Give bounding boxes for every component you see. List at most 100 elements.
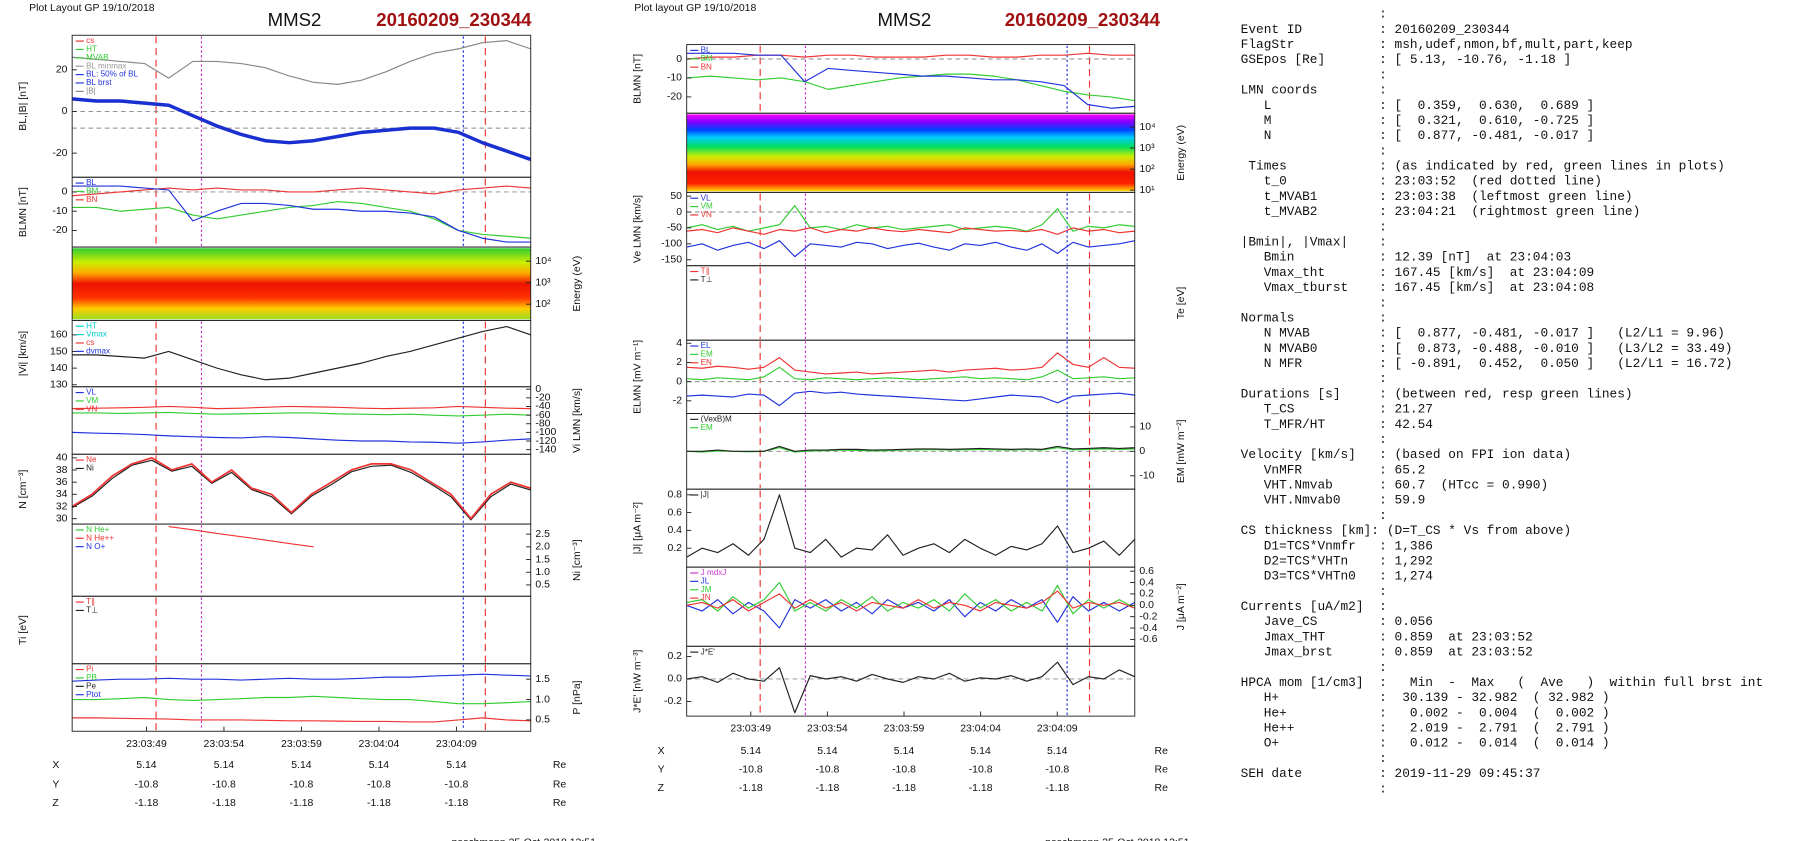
y-tick-label: 10¹ (1139, 185, 1155, 196)
info-key: Velocity [km/s] (1241, 447, 1356, 462)
y-tick-label: 0.4 (1139, 577, 1154, 588)
y-tick-label: 30 (56, 513, 68, 524)
y-tick-label: 140 (50, 363, 68, 374)
legend-label: cs (86, 36, 94, 45)
info-value: : 1,274 (1379, 569, 1433, 584)
info-key: Vmax_tburst (1241, 280, 1349, 295)
y-tick-label: -2 (673, 396, 682, 407)
info-key: He++ (1241, 721, 1295, 736)
info-value: : 0.002 - 0.004 ( 0.002 ) (1379, 705, 1609, 720)
coord-value: -1.18 (1045, 783, 1069, 794)
coord-value: 5.14 (446, 760, 467, 771)
info-value: : (1379, 219, 1387, 234)
info-value: : (1379, 660, 1387, 675)
y-axis-label: P [nPa] (572, 680, 583, 714)
panel-frame (71, 319, 532, 388)
info-key: O+ (1241, 736, 1279, 751)
info-value: : 23:03:52 (red dotted line) (1379, 174, 1602, 189)
y-tick-label: 130 (50, 380, 68, 391)
trace (72, 717, 531, 723)
coord-value: 5.14 (1047, 746, 1068, 757)
trace (72, 40, 531, 85)
y-tick-label: -20 (52, 225, 67, 236)
y-tick-label: 40 (56, 453, 68, 464)
coord-value: 5.14 (214, 760, 235, 771)
info-value: : 23:03:38 (leftmost green line) (1379, 189, 1632, 204)
legend-label: Ne (86, 455, 97, 464)
panel: 0.2 0.0 -0.2 J*E' [nW m⁻³] J*E' (633, 645, 1136, 717)
coord-value: -10.8 (1045, 764, 1069, 775)
panel-frame (71, 34, 532, 178)
info-value: : 167.45 [km/s] at 23:04:08 (1379, 280, 1594, 295)
trace (686, 445, 1135, 452)
legend-label: T∥ (701, 267, 710, 276)
y-axis-label: Vi LMN [km/s] (572, 388, 583, 453)
info-key: D3=TCS*VHTn0 (1241, 569, 1356, 584)
info-value: : [ 0.877, -0.481, -0.017 ] (L2/L1 = 9.9… (1379, 326, 1725, 341)
y-tick-label: 10³ (535, 277, 551, 288)
info-key: HPCA mom [1/cm3] (1241, 675, 1364, 690)
info-value: : (between red, resp green lines) (1379, 386, 1632, 401)
y-tick-label: 1.5 (535, 674, 550, 685)
info-key: t_MVAB1 (1241, 189, 1318, 204)
y-tick-label: 0.0 (1139, 600, 1154, 611)
panel: 2.5 2.01.5 1.0 0.5 Ni [cm⁻³] N He+N He++N O+ (71, 523, 583, 597)
y-tick-label: 1.0 (535, 567, 550, 578)
y-tick-label: -10 (667, 73, 682, 84)
info-key: Event ID (1241, 22, 1303, 37)
y-tick-label: 36 (56, 477, 68, 488)
legend-label: Pi (86, 665, 93, 674)
x-tick-label: 23:03:54 (204, 739, 245, 750)
legend-label: EM (701, 423, 713, 432)
trace (168, 525, 314, 548)
y-tick-label: 4 (676, 338, 682, 349)
info-key: VnMFR (1241, 462, 1303, 477)
info-value: : (1379, 67, 1387, 82)
y-tick-label: 0.5 (535, 715, 550, 726)
x-tick-label: 23:04:09 (1037, 724, 1078, 735)
y-tick-label: 0.4 (667, 525, 682, 536)
y-axis-label: Ti [eV] (18, 615, 29, 645)
info-value: : [ -0.891, 0.452, 0.050 ] (L2/L1 = 16.7… (1379, 356, 1732, 371)
info-value: : (1379, 143, 1387, 158)
legend-label: HT (86, 45, 97, 54)
legend-label: JM (701, 585, 712, 594)
panel-frame (686, 645, 1136, 717)
coord-value: -10.8 (367, 780, 391, 791)
y-tick-label: 0.6 (667, 507, 682, 518)
x-tick-label: 23:04:04 (960, 724, 1001, 735)
trace (686, 590, 1135, 612)
panel: Ti [eV] T∥T⊥ (18, 595, 532, 665)
y-tick-label: -10 (52, 206, 67, 217)
info-key: M (1241, 113, 1272, 128)
info-value: : 60.7 (HTcc = 0.990) (1379, 478, 1548, 493)
coord-unit: Re (553, 780, 567, 791)
info-key: Jave_CS (1241, 614, 1318, 629)
info-key: N (1241, 128, 1272, 143)
legend-label: EM (701, 350, 713, 359)
y-tick-label: -0.2 (664, 696, 682, 707)
panel: 10⁴ 10³ 10² 10¹ Energy (eV) (686, 112, 1187, 196)
coord-value: -1.18 (892, 783, 916, 794)
x-tick-label: 23:03:49 (730, 724, 771, 735)
legend-label: EL (701, 341, 711, 350)
legend-label: T⊥ (701, 275, 713, 284)
coord-value: -10.8 (815, 764, 839, 775)
plot-title: MMS2 (877, 9, 931, 30)
coord-value: -10.8 (969, 764, 993, 775)
y-tick-label: 0 (535, 384, 541, 395)
info-key: T_MFR/HT (1241, 417, 1326, 432)
x-tick-label: 23:03:59 (884, 724, 925, 735)
coord-value: -10.8 (290, 780, 314, 791)
y-tick-label: 0 (676, 207, 682, 218)
trace (686, 661, 1136, 714)
info-value: : 2.019 - 2.791 ( 2.791 ) (1379, 721, 1609, 736)
info-key: GSEpos [Re] (1241, 52, 1325, 67)
legend-label: |J| (701, 490, 709, 499)
legend-label: BL: 50% of BL (86, 70, 138, 79)
info-key: H+ (1241, 690, 1279, 705)
